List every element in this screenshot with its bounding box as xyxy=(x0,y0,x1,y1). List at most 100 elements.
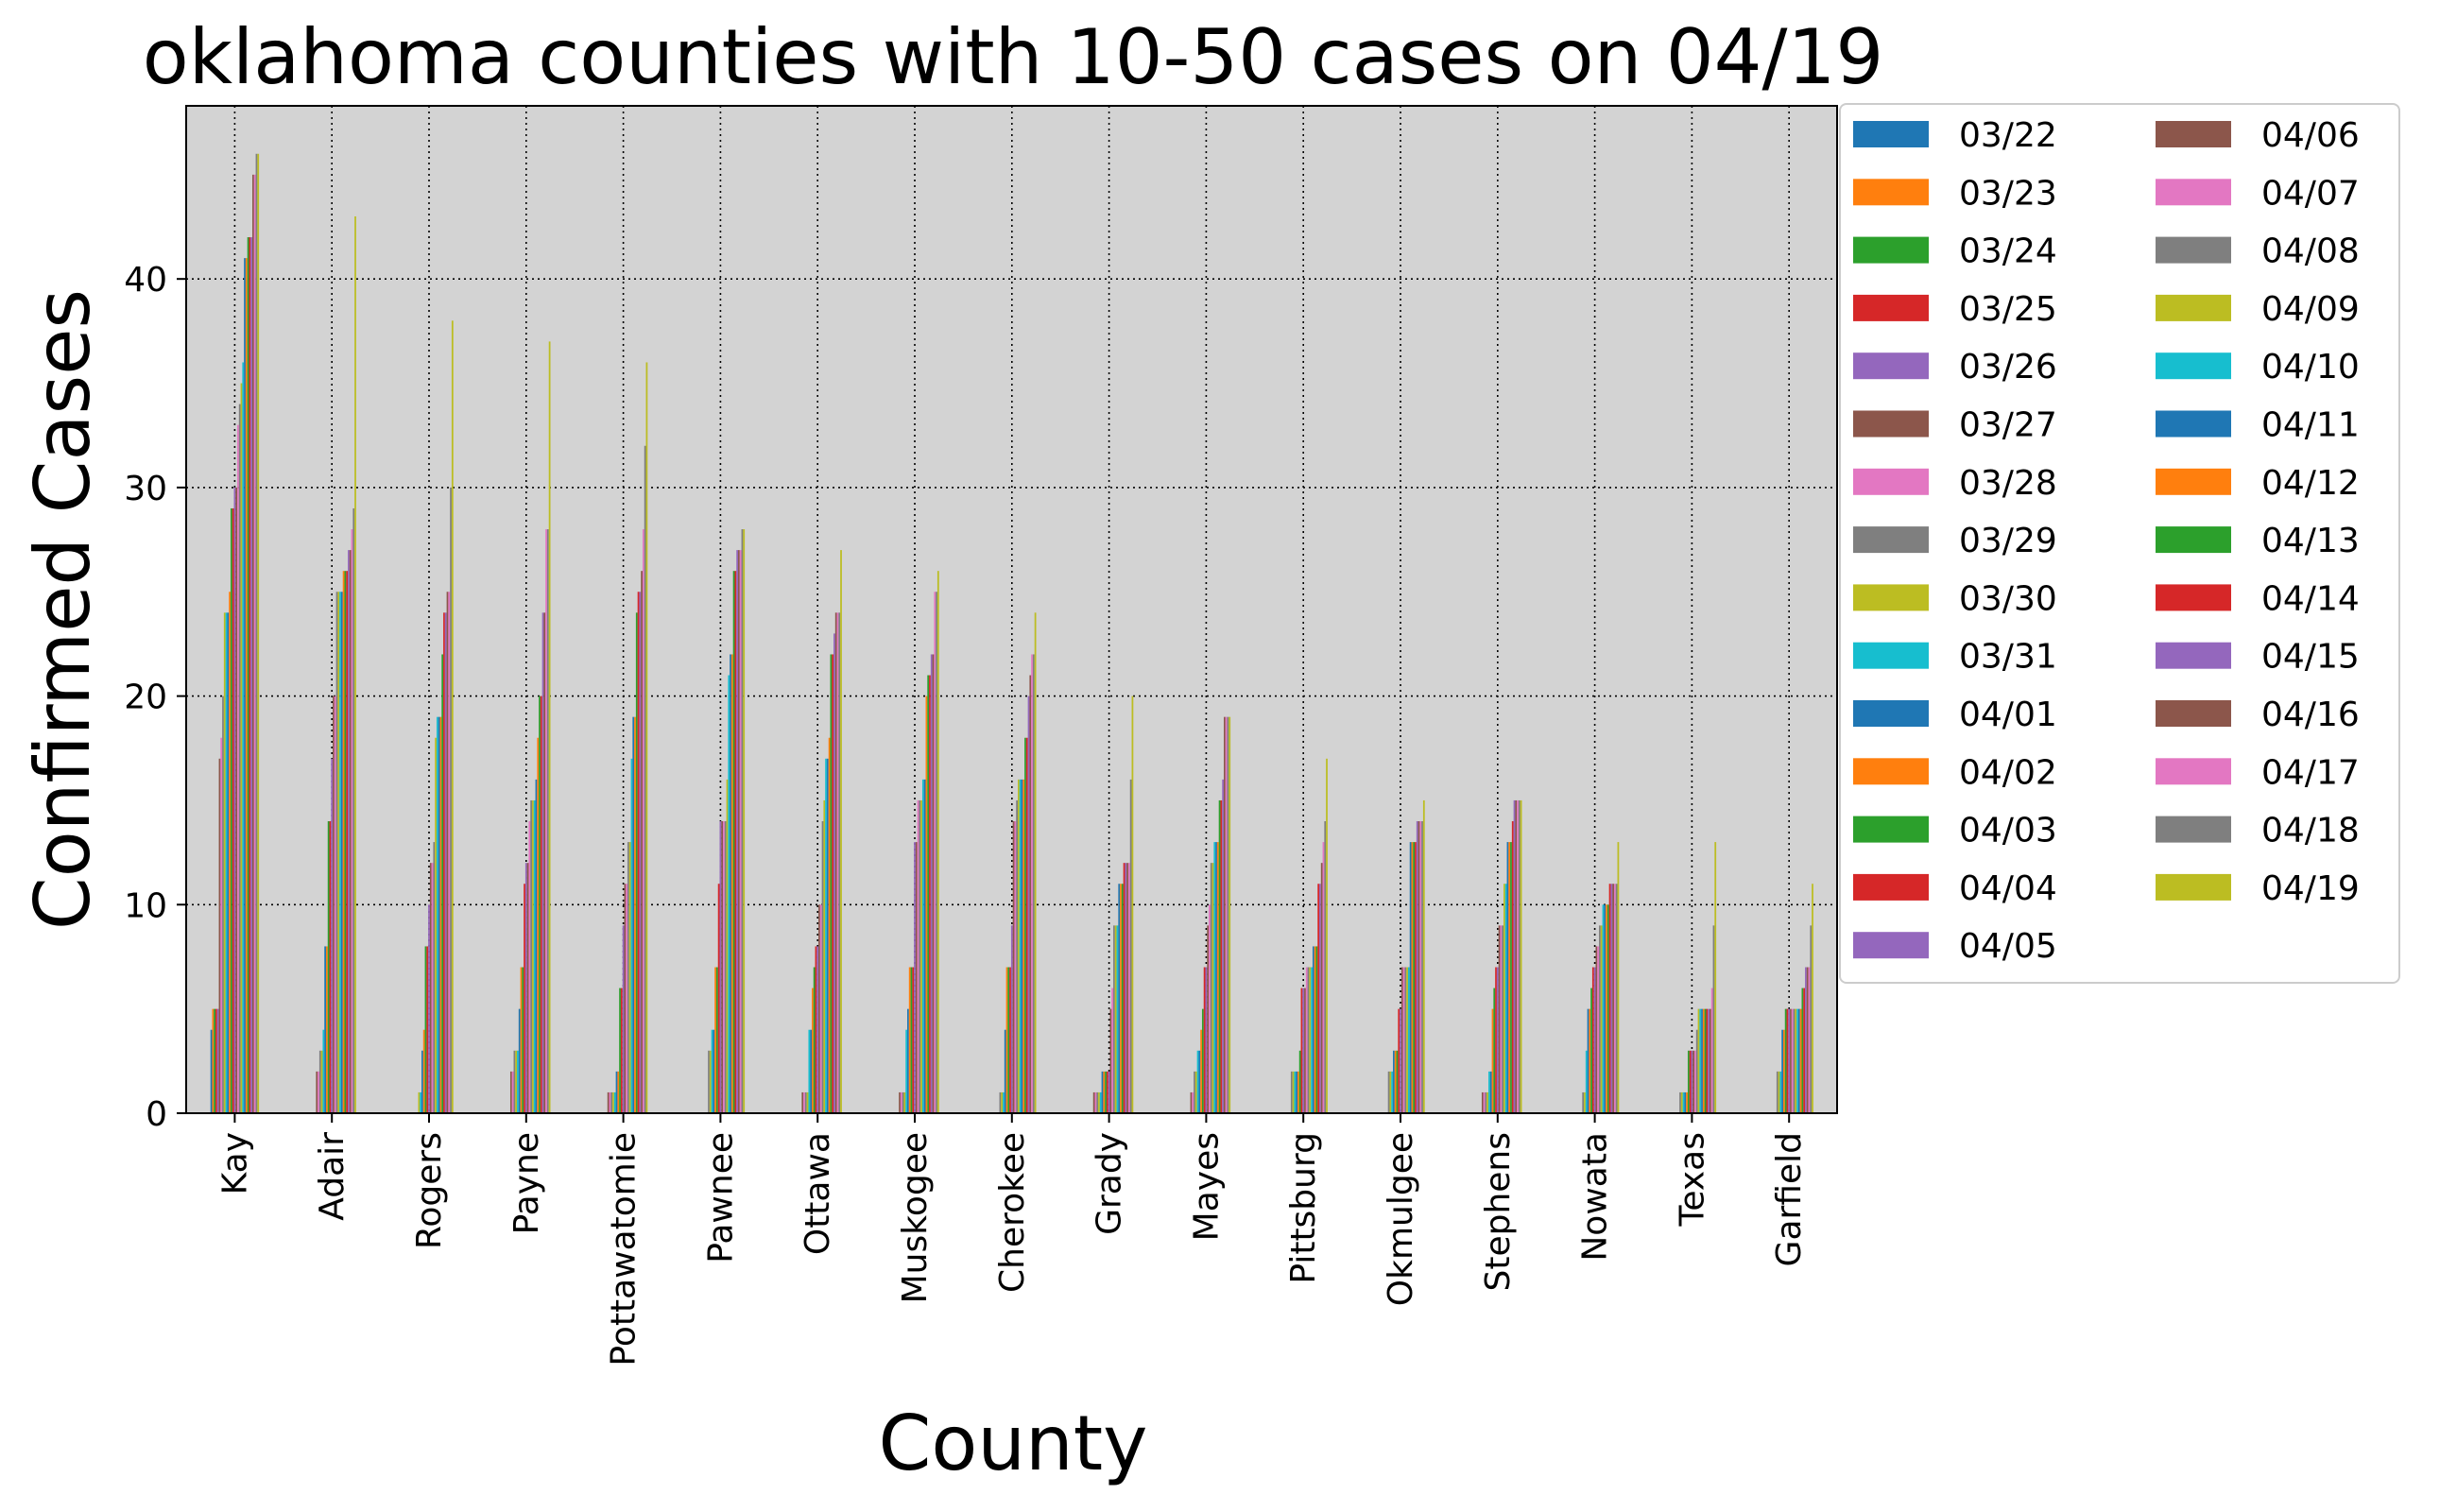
legend-swatch xyxy=(2156,642,2231,669)
bar xyxy=(318,1071,319,1113)
bar xyxy=(253,174,256,1114)
bar xyxy=(1125,863,1127,1113)
bar xyxy=(524,863,527,1113)
bar xyxy=(1096,1091,1099,1113)
bar xyxy=(1701,1008,1703,1113)
bar xyxy=(1416,821,1418,1113)
bar xyxy=(615,1071,618,1113)
legend-swatch xyxy=(2156,758,2231,785)
bar xyxy=(1224,716,1226,1113)
bar xyxy=(1326,758,1328,1113)
bar xyxy=(1517,799,1519,1113)
bar xyxy=(420,1091,422,1113)
bar xyxy=(1778,1071,1780,1113)
bar xyxy=(1207,925,1210,1113)
bar xyxy=(721,821,724,1113)
bar xyxy=(215,1008,217,1113)
bar xyxy=(1094,1091,1097,1113)
bar xyxy=(327,821,330,1113)
bar xyxy=(1495,967,1497,1113)
bar xyxy=(1801,988,1804,1113)
bar xyxy=(1304,988,1306,1113)
bar xyxy=(1606,904,1607,1113)
bar xyxy=(915,842,918,1113)
bar xyxy=(1203,967,1206,1113)
bar xyxy=(818,904,820,1113)
bar xyxy=(1714,842,1717,1113)
bar xyxy=(1810,925,1813,1113)
bar xyxy=(1192,1091,1194,1113)
bar xyxy=(912,967,915,1113)
legend-label: 03/24 xyxy=(1959,232,2057,271)
bar xyxy=(613,1091,616,1113)
bar xyxy=(1396,1050,1399,1113)
bar xyxy=(908,967,911,1113)
legend-label: 03/30 xyxy=(1959,579,2057,618)
bar xyxy=(1190,1091,1193,1113)
bar xyxy=(1602,904,1605,1113)
bar xyxy=(1782,1029,1785,1113)
bar xyxy=(1298,1050,1301,1113)
bar xyxy=(626,884,628,1113)
bar xyxy=(1584,1091,1586,1113)
bar xyxy=(1103,1071,1106,1113)
legend-swatch xyxy=(1853,642,1929,669)
bar xyxy=(1600,925,1603,1113)
bar xyxy=(1493,988,1496,1113)
bar xyxy=(825,758,827,1113)
legend-label: 04/19 xyxy=(2261,869,2360,908)
bar xyxy=(1779,1071,1782,1113)
bar xyxy=(732,571,735,1113)
legend-swatch xyxy=(1853,816,1929,843)
bar xyxy=(539,696,541,1113)
bar xyxy=(811,988,814,1113)
bar xyxy=(1710,988,1713,1113)
x-tick-label: Ottawa xyxy=(799,1132,837,1255)
bar xyxy=(339,592,341,1113)
bar xyxy=(1491,1008,1494,1113)
bar xyxy=(214,1008,216,1113)
bar xyxy=(1805,967,1807,1113)
legend-label: 03/22 xyxy=(1959,116,2057,155)
y-tick-label: 10 xyxy=(124,886,167,925)
bar xyxy=(723,821,725,1113)
legend-swatch xyxy=(1853,179,1929,206)
bar xyxy=(511,1071,514,1113)
bar xyxy=(823,799,826,1113)
legend-label: 04/13 xyxy=(2261,522,2360,560)
bar xyxy=(543,612,546,1113)
bar xyxy=(1290,1071,1293,1113)
legend-swatch xyxy=(2156,700,2231,727)
x-tick-label: Pittsburg xyxy=(1284,1132,1323,1284)
bar xyxy=(634,716,636,1113)
legend-swatch xyxy=(2156,179,2231,206)
legend-swatch xyxy=(1853,873,1929,901)
legend-swatch xyxy=(2156,873,2231,901)
legend-swatch xyxy=(2156,410,2231,438)
bar xyxy=(1389,1071,1392,1113)
x-tick-label: Pawnee xyxy=(701,1132,740,1263)
bar xyxy=(252,174,254,1114)
bar xyxy=(1210,863,1212,1113)
bar xyxy=(1121,884,1124,1113)
bar xyxy=(1228,716,1231,1113)
bar xyxy=(1679,1091,1681,1113)
bar xyxy=(717,884,720,1113)
legend-label: 04/08 xyxy=(2261,232,2360,271)
bar xyxy=(1222,779,1225,1113)
bar xyxy=(227,612,230,1113)
chart-title: oklahoma counties with 10-50 cases on 04… xyxy=(143,13,1884,101)
bar xyxy=(1387,1071,1390,1113)
bar xyxy=(1027,696,1030,1113)
bar xyxy=(433,842,436,1113)
bar xyxy=(322,1029,325,1113)
bar xyxy=(828,737,831,1113)
bar xyxy=(1708,1008,1710,1113)
bar xyxy=(1292,1071,1295,1113)
bar xyxy=(518,1008,521,1113)
bar xyxy=(348,550,350,1113)
bar xyxy=(522,967,524,1113)
bar xyxy=(736,550,739,1113)
bar xyxy=(1216,842,1219,1113)
bar xyxy=(1684,1091,1687,1113)
